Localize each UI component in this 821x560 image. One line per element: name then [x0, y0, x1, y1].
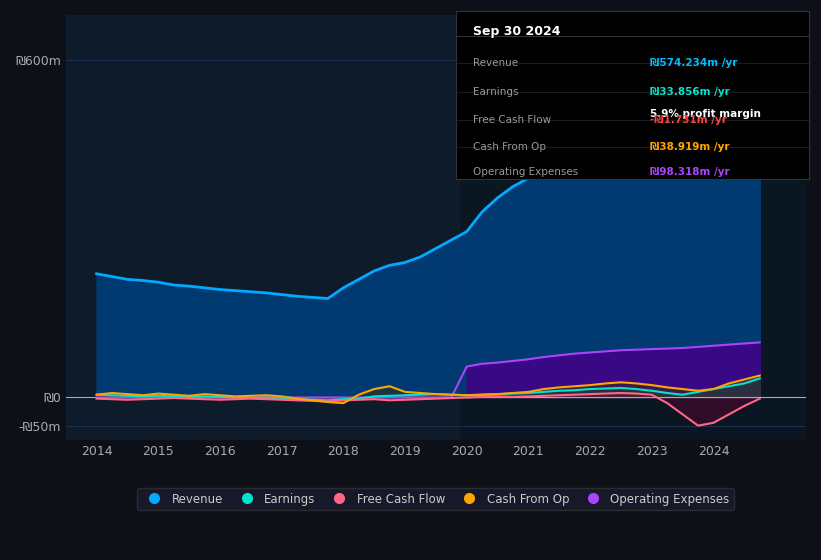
Text: Earnings: Earnings [474, 87, 519, 97]
Text: ₪574.234m /yr: ₪574.234m /yr [650, 58, 737, 68]
Text: Free Cash Flow: Free Cash Flow [474, 115, 552, 125]
Text: 5.9% profit margin: 5.9% profit margin [650, 109, 761, 119]
Text: Sep 30 2024: Sep 30 2024 [474, 25, 561, 38]
Text: ₪38.919m /yr: ₪38.919m /yr [650, 142, 729, 152]
Bar [461, 15, 806, 440]
Text: -₪1.731m /yr: -₪1.731m /yr [650, 115, 727, 125]
Text: ₪98.318m /yr: ₪98.318m /yr [650, 167, 729, 178]
Text: Operating Expenses: Operating Expenses [474, 167, 579, 178]
Legend: Revenue, Earnings, Free Cash Flow, Cash From Op, Operating Expenses: Revenue, Earnings, Free Cash Flow, Cash … [137, 488, 735, 510]
Text: Cash From Op: Cash From Op [474, 142, 546, 152]
Text: Revenue: Revenue [474, 58, 518, 68]
Text: ₪33.856m /yr: ₪33.856m /yr [650, 87, 730, 97]
